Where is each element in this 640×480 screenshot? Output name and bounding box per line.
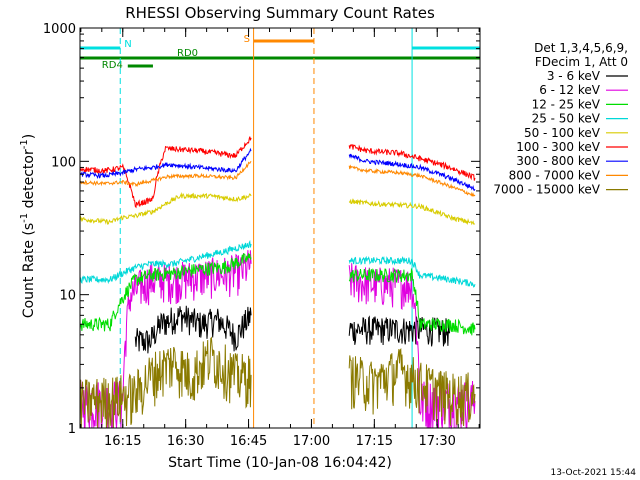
series-line bbox=[348, 348, 476, 427]
x-tick-label: 16:30 bbox=[167, 434, 204, 449]
series-line bbox=[348, 153, 476, 192]
y-axis-label-mid: detector bbox=[21, 149, 37, 213]
footer-date: 13-Oct-2021 15:44 bbox=[551, 468, 637, 478]
y-tick-label: 100 bbox=[51, 155, 76, 170]
y-tick-label: 1000 bbox=[43, 22, 76, 37]
chart-title: RHESSI Observing Summary Count Rates bbox=[125, 4, 435, 22]
legend-label: 300 - 800 keV bbox=[516, 154, 600, 168]
y-axis: 1 10 100 1000 bbox=[43, 22, 480, 437]
series-line bbox=[348, 263, 476, 430]
y-tick-label: 10 bbox=[59, 289, 76, 304]
x-axis: 16:15 16:30 16:45 17:00 17:15 17:30 bbox=[80, 28, 480, 449]
series-line bbox=[134, 305, 252, 354]
flag-label-rd0: RD0 bbox=[177, 48, 198, 59]
legend-header-2: FDecim 1, Att 0 bbox=[535, 55, 628, 69]
legend-label: 25 - 50 keV bbox=[532, 112, 601, 126]
plot-frame bbox=[79, 27, 481, 429]
x-axis-label: Start Time (10-Jan-08 16:04:42) bbox=[168, 455, 392, 471]
series-line bbox=[79, 239, 252, 285]
series-line bbox=[79, 136, 252, 209]
series-line bbox=[79, 253, 252, 332]
flag-label-s: S bbox=[244, 34, 250, 45]
x-tick-label: 17:15 bbox=[356, 434, 393, 449]
y-axis-label-sup2: -1 bbox=[19, 139, 30, 149]
legend: Det 1,3,4,5,6,9, FDecim 1, Att 0 3 - 6 k… bbox=[493, 41, 628, 197]
legend-label: 800 - 7000 keV bbox=[509, 168, 601, 182]
series-line bbox=[79, 192, 252, 225]
series-line bbox=[348, 255, 476, 288]
y-axis-label: Count Rate (s-1 detector-1) bbox=[19, 134, 37, 318]
series-lines bbox=[79, 136, 476, 430]
y-axis-label-end: ) bbox=[21, 134, 37, 139]
legend-label: 50 - 100 keV bbox=[524, 126, 601, 140]
legend-label: 7000 - 15000 keV bbox=[493, 183, 600, 197]
legend-label: 6 - 12 keV bbox=[539, 83, 601, 97]
legend-label: 100 - 300 keV bbox=[516, 140, 600, 154]
series-line bbox=[348, 267, 476, 336]
flag-label-rd4: RD4 bbox=[102, 60, 123, 71]
y-axis-label-sup1: -1 bbox=[19, 213, 30, 223]
x-tick-label: 16:45 bbox=[230, 434, 267, 449]
legend-label: 3 - 6 keV bbox=[547, 69, 601, 83]
legend-header-1: Det 1,3,4,5,6,9, bbox=[534, 41, 628, 55]
flag-label-n: N bbox=[124, 39, 131, 50]
y-axis-label-main: Count Rate (s bbox=[21, 223, 37, 318]
series-line bbox=[348, 144, 476, 181]
legend-label: 12 - 25 keV bbox=[532, 97, 601, 111]
y-tick-label: 1 bbox=[68, 422, 76, 437]
series-line bbox=[79, 336, 252, 428]
series-line bbox=[348, 198, 476, 226]
x-tick-label: 17:30 bbox=[418, 434, 455, 449]
x-tick-label: 17:00 bbox=[293, 434, 330, 449]
series-line bbox=[348, 164, 476, 197]
series-line bbox=[79, 160, 252, 188]
x-tick-label: 16:15 bbox=[104, 434, 141, 449]
flag-bars: N S RD0 RD4 bbox=[80, 34, 480, 71]
series-line bbox=[79, 147, 252, 179]
